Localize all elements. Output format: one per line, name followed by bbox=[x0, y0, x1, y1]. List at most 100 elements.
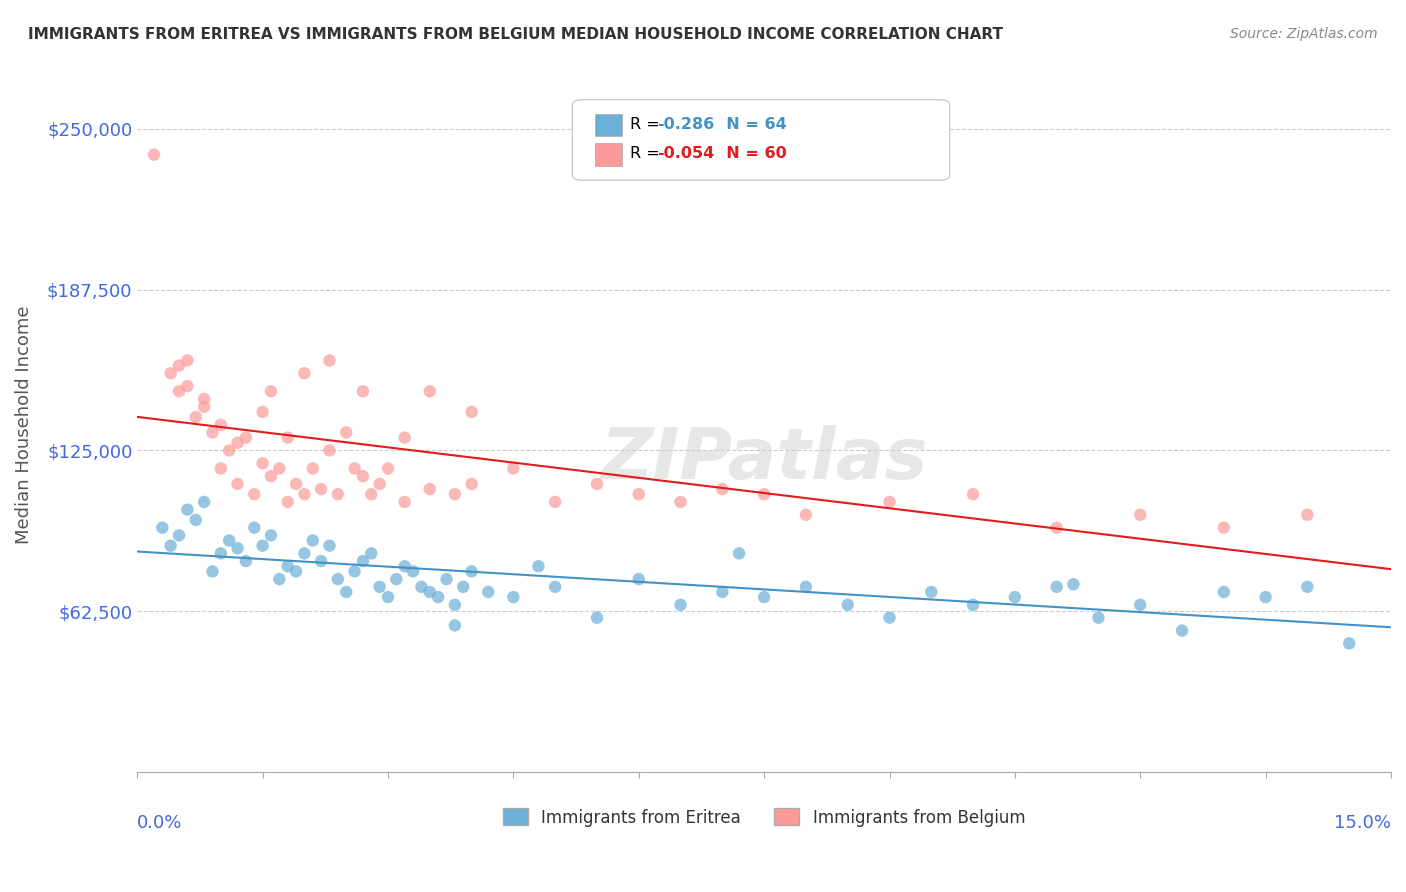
Point bbox=[460, 405, 482, 419]
Point bbox=[627, 487, 650, 501]
Point bbox=[368, 580, 391, 594]
Point bbox=[377, 461, 399, 475]
Point bbox=[1296, 580, 1319, 594]
Point bbox=[318, 353, 340, 368]
Point bbox=[419, 482, 441, 496]
Text: N = 60: N = 60 bbox=[716, 146, 787, 161]
Point bbox=[368, 477, 391, 491]
Point bbox=[728, 546, 751, 560]
Point bbox=[218, 533, 240, 548]
Point bbox=[318, 443, 340, 458]
Text: Source: ZipAtlas.com: Source: ZipAtlas.com bbox=[1230, 27, 1378, 41]
Point bbox=[502, 461, 524, 475]
Point bbox=[427, 590, 450, 604]
Point bbox=[352, 554, 374, 568]
Point bbox=[309, 554, 332, 568]
Point bbox=[669, 598, 692, 612]
Point bbox=[451, 580, 474, 594]
Point bbox=[394, 559, 416, 574]
Point bbox=[159, 539, 181, 553]
Point bbox=[335, 585, 357, 599]
Point bbox=[1087, 610, 1109, 624]
Point bbox=[243, 521, 266, 535]
Point bbox=[1296, 508, 1319, 522]
Point bbox=[193, 400, 215, 414]
Point bbox=[176, 353, 198, 368]
Point bbox=[243, 487, 266, 501]
Point bbox=[209, 417, 232, 432]
Point bbox=[1129, 508, 1152, 522]
Point bbox=[1046, 521, 1069, 535]
Point bbox=[711, 482, 734, 496]
Point bbox=[335, 425, 357, 440]
Point bbox=[277, 431, 299, 445]
Point bbox=[294, 546, 316, 560]
Bar bbox=[595, 143, 623, 166]
Point bbox=[167, 384, 190, 399]
Point bbox=[209, 461, 232, 475]
Point bbox=[502, 590, 524, 604]
Point bbox=[184, 513, 207, 527]
Point bbox=[176, 502, 198, 516]
Point bbox=[477, 585, 499, 599]
Point bbox=[326, 572, 349, 586]
Point bbox=[394, 431, 416, 445]
Point bbox=[277, 495, 299, 509]
Bar bbox=[595, 113, 623, 136]
Text: R =: R = bbox=[630, 146, 665, 161]
Point bbox=[294, 487, 316, 501]
Point bbox=[226, 477, 249, 491]
Point bbox=[218, 443, 240, 458]
Legend: Immigrants from Eritrea, Immigrants from Belgium: Immigrants from Eritrea, Immigrants from… bbox=[496, 802, 1032, 833]
Point bbox=[586, 610, 609, 624]
Point bbox=[193, 495, 215, 509]
Text: 15.0%: 15.0% bbox=[1334, 814, 1391, 831]
Point bbox=[326, 487, 349, 501]
Point bbox=[277, 559, 299, 574]
Point bbox=[436, 572, 458, 586]
Point bbox=[419, 585, 441, 599]
Point bbox=[235, 554, 257, 568]
Point bbox=[176, 379, 198, 393]
Point bbox=[1129, 598, 1152, 612]
Point bbox=[460, 477, 482, 491]
Point bbox=[1046, 580, 1069, 594]
Point bbox=[544, 495, 567, 509]
Point bbox=[1254, 590, 1277, 604]
Text: -0.054: -0.054 bbox=[658, 146, 714, 161]
Point bbox=[360, 487, 382, 501]
Point bbox=[252, 539, 274, 553]
Text: ZIPatlas: ZIPatlas bbox=[600, 425, 928, 494]
Point bbox=[1171, 624, 1194, 638]
Point bbox=[669, 495, 692, 509]
Point bbox=[879, 610, 901, 624]
Point bbox=[167, 528, 190, 542]
Point bbox=[879, 495, 901, 509]
Point bbox=[444, 487, 467, 501]
Point bbox=[962, 598, 984, 612]
Point bbox=[285, 477, 308, 491]
Text: N = 64: N = 64 bbox=[716, 117, 787, 132]
Text: 0.0%: 0.0% bbox=[138, 814, 183, 831]
Point bbox=[402, 565, 425, 579]
Point bbox=[1062, 577, 1084, 591]
Point bbox=[1212, 585, 1234, 599]
Point bbox=[184, 410, 207, 425]
Point bbox=[193, 392, 215, 406]
FancyBboxPatch shape bbox=[572, 100, 949, 180]
Y-axis label: Median Household Income: Median Household Income bbox=[15, 305, 32, 544]
Point bbox=[1212, 521, 1234, 535]
Point bbox=[394, 495, 416, 509]
Point bbox=[252, 456, 274, 470]
Point bbox=[318, 539, 340, 553]
Point bbox=[794, 580, 817, 594]
Point bbox=[343, 565, 366, 579]
Point bbox=[201, 425, 224, 440]
Point bbox=[260, 384, 283, 399]
Point bbox=[294, 366, 316, 380]
Point bbox=[627, 572, 650, 586]
Point bbox=[920, 585, 942, 599]
Point bbox=[159, 366, 181, 380]
Point bbox=[301, 533, 323, 548]
Point bbox=[269, 461, 291, 475]
